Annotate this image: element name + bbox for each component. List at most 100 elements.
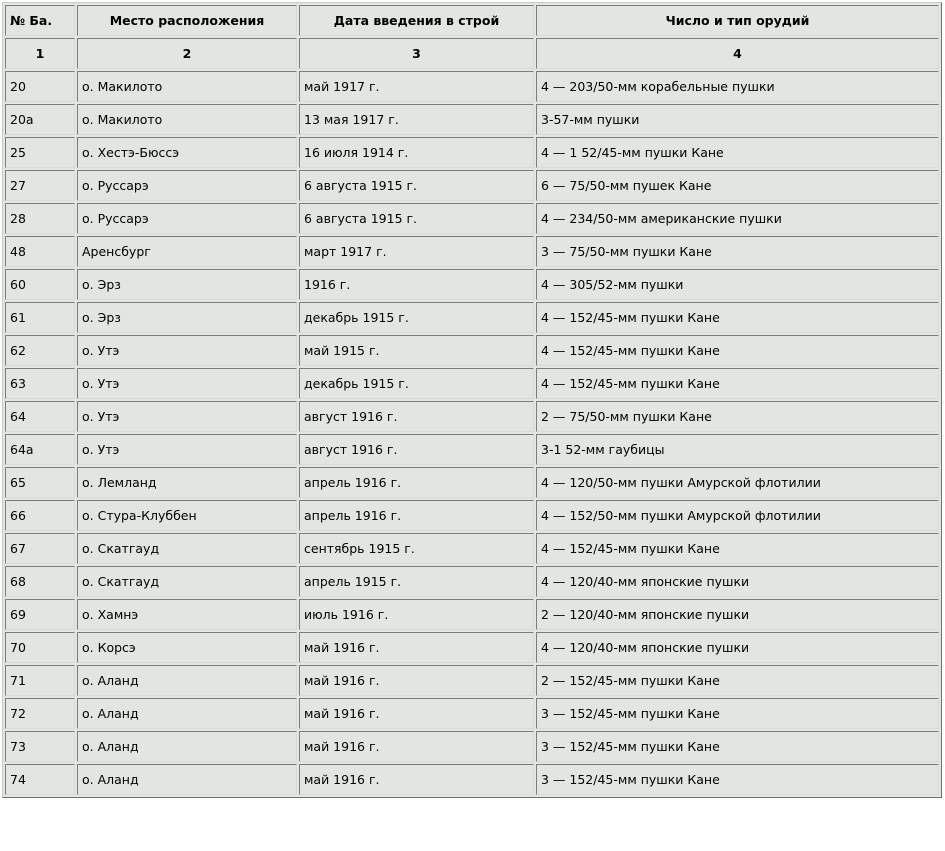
- guns-cell: 4 — 152/45-мм пушки Кане: [536, 302, 939, 333]
- date-cell: 13 мая 1917 г.: [299, 104, 534, 135]
- date-cell: март 1917 г.: [299, 236, 534, 267]
- column-number-row: 1 2 3 4: [5, 38, 939, 69]
- column-number: 1: [5, 38, 75, 69]
- guns-cell: 3 — 152/45-мм пушки Кане: [536, 698, 939, 729]
- location-cell: о. Руссарэ: [77, 170, 297, 201]
- guns-cell: 4 — 120/40-мм японские пушки: [536, 566, 939, 597]
- guns-cell: 2 — 152/45-мм пушки Кане: [536, 665, 939, 696]
- header-guns: Число и тип орудий: [536, 5, 939, 36]
- date-cell: 6 августа 1915 г.: [299, 203, 534, 234]
- date-cell: май 1916 г.: [299, 632, 534, 663]
- battery-number-cell: 60: [5, 269, 75, 300]
- date-cell: июль 1916 г.: [299, 599, 534, 630]
- guns-cell: 4 — 152/50-мм пушки Амурской флотилии: [536, 500, 939, 531]
- batteries-table: № Ба. Место расположения Дата введения в…: [2, 2, 942, 798]
- table-row: 68 о. Скатгауд апрель 1915 г. 4 — 120/40-мм…: [5, 566, 939, 597]
- header-commission-date: Дата введения в строй: [299, 5, 534, 36]
- table-row: 60 о. Эрз 1916 г. 4 — 305/52-мм пушки: [5, 269, 939, 300]
- table-row: 74 о. Аланд май 1916 г. 3 — 152/45-мм пушки…: [5, 764, 939, 795]
- date-cell: декабрь 1915 г.: [299, 302, 534, 333]
- battery-number-cell: 73: [5, 731, 75, 762]
- battery-number-cell: 71: [5, 665, 75, 696]
- table-row: 48 Аренсбург март 1917 г. 3 — 75/50-мм пушк…: [5, 236, 939, 267]
- header-row: № Ба. Место расположения Дата введения в…: [5, 5, 939, 36]
- guns-cell: 4 — 234/50-мм американские пушки: [536, 203, 939, 234]
- location-cell: о. Лемланд: [77, 467, 297, 498]
- location-cell: о. Утэ: [77, 434, 297, 465]
- battery-number-cell: 67: [5, 533, 75, 564]
- guns-cell: 3 — 152/45-мм пушки Кане: [536, 764, 939, 795]
- date-cell: май 1916 г.: [299, 665, 534, 696]
- battery-number-cell: 64: [5, 401, 75, 432]
- location-cell: о. Аланд: [77, 731, 297, 762]
- guns-cell: 6 — 75/50-мм пушек Кане: [536, 170, 939, 201]
- column-number: 2: [77, 38, 297, 69]
- date-cell: апрель 1916 г.: [299, 467, 534, 498]
- date-cell: август 1916 г.: [299, 401, 534, 432]
- guns-cell: 3 — 152/45-мм пушки Кане: [536, 731, 939, 762]
- guns-cell: 4 — 120/50-мм пушки Амурской флотилии: [536, 467, 939, 498]
- battery-number-cell: 64а: [5, 434, 75, 465]
- table-row: 70 о. Корсэ май 1916 г. 4 — 120/40-мм японс…: [5, 632, 939, 663]
- battery-number-cell: 25: [5, 137, 75, 168]
- battery-number-cell: 66: [5, 500, 75, 531]
- column-number: 4: [536, 38, 939, 69]
- table-row: 69 о. Хамнэ июль 1916 г. 2 — 120/40-мм япон…: [5, 599, 939, 630]
- battery-number-cell: 74: [5, 764, 75, 795]
- location-cell: о. Аланд: [77, 698, 297, 729]
- guns-cell: 3-57-мм пушки: [536, 104, 939, 135]
- guns-cell: 2 — 120/40-мм японские пушки: [536, 599, 939, 630]
- guns-cell: 4 — 152/45-мм пушки Кане: [536, 335, 939, 366]
- guns-cell: 4 — 152/45-мм пушки Кане: [536, 368, 939, 399]
- date-cell: сентябрь 1915 г.: [299, 533, 534, 564]
- date-cell: декабрь 1915 г.: [299, 368, 534, 399]
- battery-number-cell: 27: [5, 170, 75, 201]
- location-cell: о. Макилото: [77, 104, 297, 135]
- date-cell: май 1915 г.: [299, 335, 534, 366]
- table-row: 72 о. Аланд май 1916 г. 3 — 152/45-мм пушки…: [5, 698, 939, 729]
- date-cell: май 1916 г.: [299, 731, 534, 762]
- battery-number-cell: 68: [5, 566, 75, 597]
- location-cell: о. Скатгауд: [77, 533, 297, 564]
- location-cell: о. Эрз: [77, 302, 297, 333]
- table-row: 27 о. Руссарэ 6 августа 1915 г. 6 — 75/50-м…: [5, 170, 939, 201]
- location-cell: о. Хестэ-Бюссэ: [77, 137, 297, 168]
- location-cell: Аренсбург: [77, 236, 297, 267]
- battery-number-cell: 63: [5, 368, 75, 399]
- guns-cell: 4 — 203/50-мм корабельные пушки: [536, 71, 939, 102]
- date-cell: май 1917 г.: [299, 71, 534, 102]
- table-row: 25 о. Хестэ-Бюссэ 16 июля 1914 г. 4 — 1 52/…: [5, 137, 939, 168]
- location-cell: о. Корсэ: [77, 632, 297, 663]
- location-cell: о. Скатгауд: [77, 566, 297, 597]
- guns-cell: 4 — 305/52-мм пушки: [536, 269, 939, 300]
- battery-number-cell: 48: [5, 236, 75, 267]
- table-row: 66 о. Стура-Клуббен апрель 1916 г. 4 — 152/…: [5, 500, 939, 531]
- date-cell: апрель 1916 г.: [299, 500, 534, 531]
- table-row: 65 о. Лемланд апрель 1916 г. 4 — 120/50-мм …: [5, 467, 939, 498]
- date-cell: 6 августа 1915 г.: [299, 170, 534, 201]
- battery-number-cell: 65: [5, 467, 75, 498]
- location-cell: о. Аланд: [77, 764, 297, 795]
- guns-cell: 4 — 1 52/45-мм пушки Кане: [536, 137, 939, 168]
- table-row: 62 о. Утэ май 1915 г. 4 — 152/45-мм пушки К…: [5, 335, 939, 366]
- location-cell: о. Эрз: [77, 269, 297, 300]
- table-row: 61 о. Эрз декабрь 1915 г. 4 — 152/45-мм пуш…: [5, 302, 939, 333]
- table-row: 28 о. Руссарэ 6 августа 1915 г. 4 — 234/50-…: [5, 203, 939, 234]
- table-row: 20а о. Макилото 13 мая 1917 г. 3-57-мм пушк…: [5, 104, 939, 135]
- location-cell: о. Хамнэ: [77, 599, 297, 630]
- date-cell: май 1916 г.: [299, 764, 534, 795]
- battery-number-cell: 28: [5, 203, 75, 234]
- column-number: 3: [299, 38, 534, 69]
- battery-number-cell: 69: [5, 599, 75, 630]
- battery-number-cell: 62: [5, 335, 75, 366]
- battery-number-cell: 70: [5, 632, 75, 663]
- location-cell: о. Утэ: [77, 368, 297, 399]
- table-row: 67 о. Скатгауд сентябрь 1915 г. 4 — 152/45-…: [5, 533, 939, 564]
- location-cell: о. Стура-Клуббен: [77, 500, 297, 531]
- date-cell: апрель 1915 г.: [299, 566, 534, 597]
- guns-cell: 3-1 52-мм гаубицы: [536, 434, 939, 465]
- location-cell: о. Макилото: [77, 71, 297, 102]
- table-row: 73 о. Аланд май 1916 г. 3 — 152/45-мм пушки…: [5, 731, 939, 762]
- table-row: 64а о. Утэ август 1916 г. 3-1 52-мм гаубицы: [5, 434, 939, 465]
- battery-number-cell: 20а: [5, 104, 75, 135]
